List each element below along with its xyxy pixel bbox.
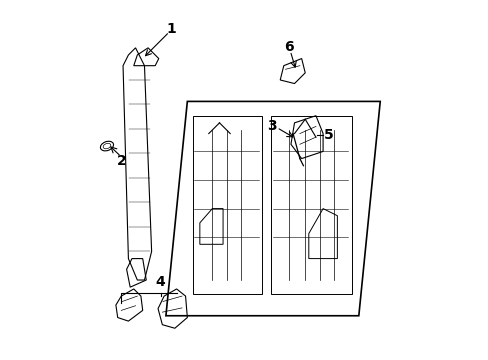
Text: 5: 5 [323, 129, 333, 142]
Text: 4: 4 [155, 275, 165, 289]
Text: 6: 6 [284, 40, 293, 54]
Text: 3: 3 [267, 119, 277, 133]
Text: 1: 1 [166, 22, 176, 36]
Text: 2: 2 [116, 154, 126, 168]
